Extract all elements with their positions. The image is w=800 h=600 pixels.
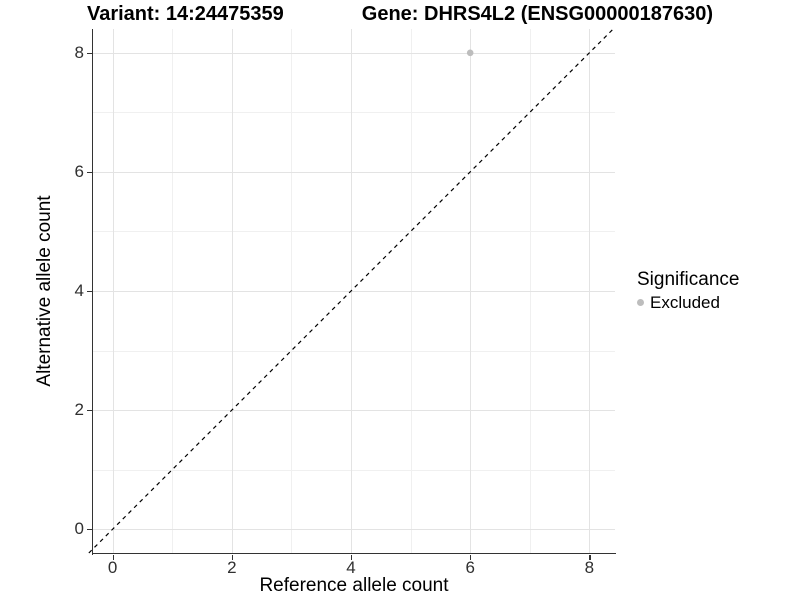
- x-tick-mark: [351, 554, 353, 560]
- x-tick-mark: [231, 554, 234, 560]
- x-tick-label: 0: [107, 558, 118, 577]
- x-tick-label: 2: [227, 558, 237, 577]
- y-tick-mark: [87, 410, 92, 412]
- y-major-gridline: [93, 529, 615, 531]
- y-axis-line: [91, 29, 93, 555]
- legend-entry-label: Excluded: [650, 293, 720, 312]
- data-point: [466, 49, 474, 57]
- x-tick-label: 4: [346, 558, 356, 577]
- y-major-gridline: [93, 52, 615, 54]
- y-tick-mark: [87, 529, 92, 531]
- x-tick-mark: [112, 554, 114, 560]
- y-major-gridline: [93, 291, 615, 292]
- plot-canvas: [88, 26, 616, 554]
- y-tick-label: 8: [74, 42, 84, 62]
- x-tick-mark: [589, 554, 591, 560]
- x-axis-title: Reference allele count: [259, 575, 449, 596]
- y-tick-mark: [87, 52, 92, 55]
- x-tick-mark: [470, 554, 472, 560]
- legend-items: Excluded: [637, 293, 739, 312]
- x-tick-label: 6: [465, 558, 475, 577]
- legend: Significance Excluded: [637, 269, 739, 312]
- y-tick-label: 6: [74, 161, 84, 181]
- identity-dashed-line: [88, 26, 616, 554]
- y-minor-gridline: [93, 112, 615, 114]
- legend-key-dot: [637, 299, 644, 306]
- x-axis-line: [91, 553, 616, 555]
- legend-title: Significance: [637, 269, 740, 290]
- y-axis-title: Alternative allele count: [34, 195, 55, 387]
- legend-item: Excluded: [637, 293, 739, 312]
- y-minor-gridline: [93, 350, 615, 352]
- plot-panel: [88, 26, 616, 554]
- y-minor-gridline: [93, 231, 615, 233]
- figure-title-row: Variant: 14:24475359 Gene: DHRS4L2 (ENSG…: [0, 2, 800, 26]
- y-minor-gridline: [93, 469, 615, 471]
- y-tick-label: 4: [74, 281, 84, 300]
- y-tick-mark: [87, 171, 92, 174]
- y-tick-mark: [87, 291, 92, 293]
- y-tick-label: 2: [74, 400, 84, 420]
- y-tick-label: 0: [74, 519, 84, 539]
- y-major-gridline: [93, 410, 615, 412]
- x-tick-label: 8: [584, 558, 595, 577]
- variant-title: Variant: 14:24475359: [86, 3, 284, 25]
- y-major-gridline: [93, 171, 615, 173]
- gene-title: Gene: DHRS4L2 (ENSG00000187630): [361, 3, 714, 25]
